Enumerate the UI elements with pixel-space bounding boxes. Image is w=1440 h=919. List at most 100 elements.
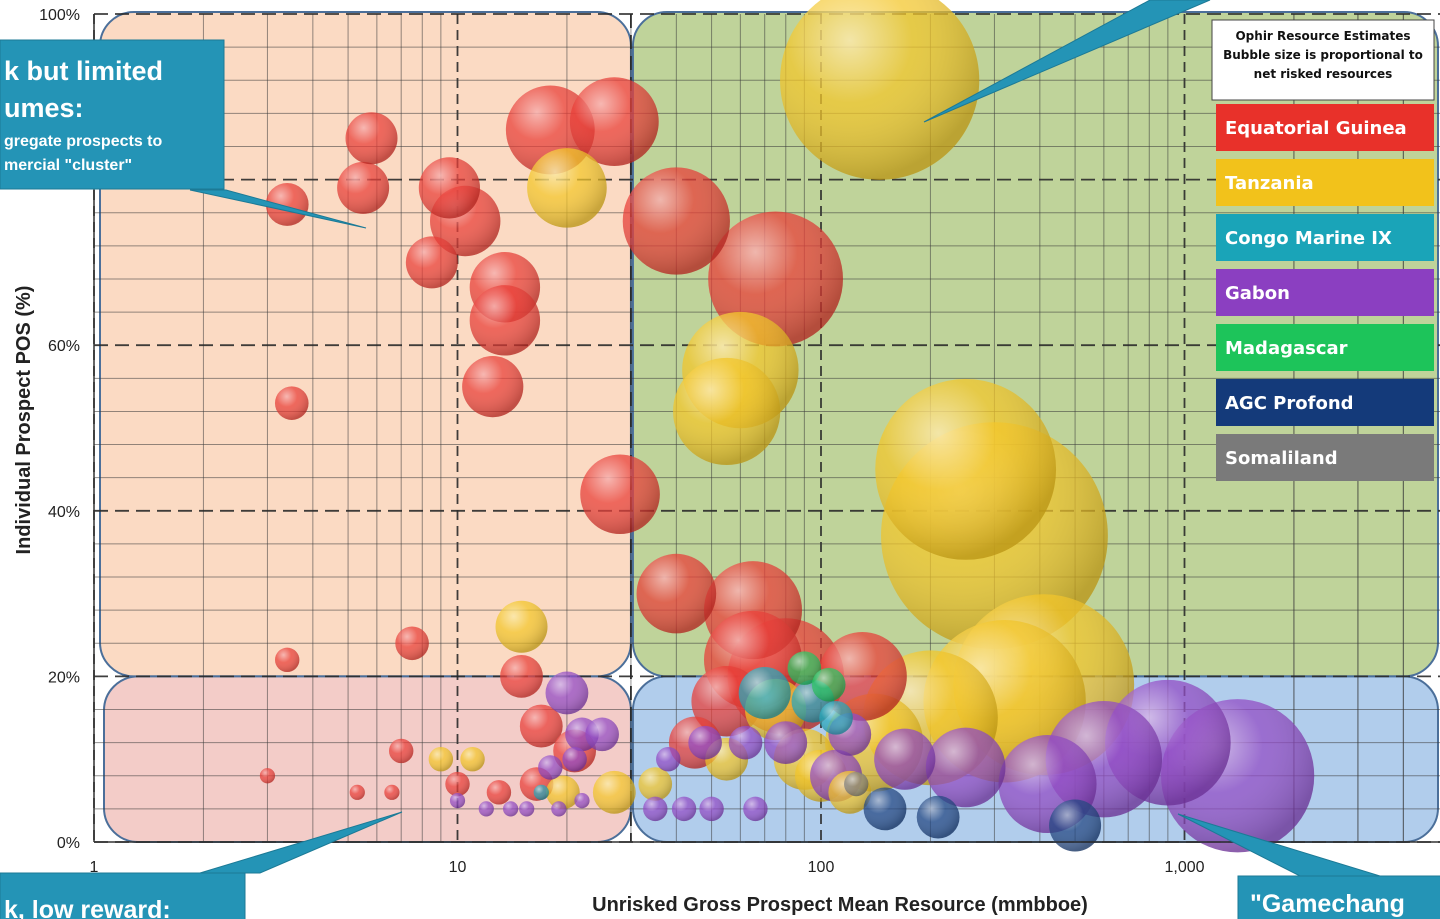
callout-pointer: [189, 189, 367, 229]
legend-entry: Congo Marine IX: [1225, 228, 1392, 249]
bubble-sheen: [818, 632, 907, 721]
bubble: [538, 755, 563, 780]
callout-box: [1237, 875, 1440, 919]
callout-box: [0, 872, 246, 919]
bubble: [545, 671, 589, 715]
bubble: [495, 600, 548, 653]
bubble: [428, 747, 454, 772]
legend: Ophir Resource Estimates Bubble size is p…: [1211, 19, 1435, 481]
bubble-sheen: [580, 454, 660, 535]
bubble: [699, 796, 724, 822]
x-tick-label: 10: [449, 859, 467, 876]
bubble-sheen: [519, 801, 535, 817]
bubble: [569, 77, 659, 167]
bubble-sheen: [1049, 799, 1102, 852]
callout-heading: k but limited: [4, 56, 163, 86]
bubble-sheen: [265, 183, 309, 226]
bubble-marks: [259, 0, 1315, 853]
bubble-sheen: [445, 771, 470, 797]
y-tick-label: 100%: [39, 7, 80, 24]
bubble-sheen: [622, 167, 730, 275]
bubble-sheen: [574, 793, 590, 809]
callout-pointer: [923, 0, 1211, 123]
bubble: [580, 454, 660, 535]
bubble: [643, 796, 668, 822]
legend-entry: Gabon: [1225, 283, 1290, 304]
x-axis-title: Unrisked Gross Prospect Mean Resource (m…: [592, 894, 1088, 916]
legend-swatch: [1216, 269, 1434, 316]
bubble: [405, 236, 458, 289]
bubble: [585, 717, 619, 752]
bubble: [533, 784, 549, 800]
bubble-sheen: [486, 780, 512, 805]
callout-heading: "Gamechang: [1250, 890, 1405, 918]
bubble-sheen: [874, 728, 936, 790]
bubble-sheen: [337, 161, 390, 214]
bubble-sheen: [562, 747, 587, 772]
bubble: [345, 112, 398, 165]
bubble-sheen: [500, 655, 543, 698]
bubble-sheen: [764, 721, 808, 765]
bubble-sheen: [428, 747, 454, 772]
bubble-sheen: [274, 386, 309, 420]
bubble: [592, 770, 636, 814]
legend-swatch: [1216, 434, 1434, 481]
bubble: [460, 747, 485, 772]
bubble: [519, 704, 563, 748]
bubble-sheen: [673, 357, 781, 466]
bubble: [349, 784, 365, 800]
bubble: [274, 386, 309, 420]
bubble: [500, 655, 543, 698]
bubble-sheen: [349, 784, 365, 800]
legend-title-line: Bubble size is proportional to: [1223, 48, 1423, 62]
bubble: [546, 775, 580, 810]
bubble: [688, 725, 722, 760]
bubble-sheen: [538, 755, 563, 780]
bubble-sheen: [545, 671, 589, 715]
bubble: [916, 795, 960, 839]
bubble: [671, 796, 697, 822]
bubble: [519, 801, 535, 817]
legend-entry: Madagascar: [1225, 338, 1348, 359]
callout-gamechanger: "Gamechang: [1177, 813, 1440, 919]
bubble: [743, 796, 768, 822]
bubble-sheen: [395, 626, 429, 661]
bubble-sheen: [787, 651, 822, 685]
bubble-sheen: [819, 701, 853, 735]
bubble: [656, 747, 681, 772]
callout-box: [0, 39, 225, 190]
bubble: [818, 632, 907, 721]
bubble: [925, 727, 1006, 808]
callout-subtext: mercial "cluster": [4, 157, 132, 174]
x-tick-label: 1,000: [1164, 859, 1204, 876]
legend-title-line: net risked resources: [1254, 67, 1393, 81]
bubble: [673, 357, 781, 466]
callout-heading: k, low reward:: [4, 896, 171, 919]
bubble-sheen: [551, 801, 567, 817]
bubble: [265, 183, 309, 226]
callout-heading: umes:: [4, 93, 84, 123]
bubble-sheen: [688, 725, 722, 760]
bubble: [787, 651, 822, 685]
y-tick-label: 60%: [48, 338, 80, 355]
bubble: [445, 771, 470, 797]
bubble: [469, 285, 541, 356]
callout-subtext: gregate prospects to: [4, 133, 162, 150]
legend-title-line: Ophir Resource Estimates: [1235, 29, 1410, 43]
legend-swatch: [1216, 214, 1434, 261]
bubble-sheen: [916, 795, 960, 839]
bubble: [337, 161, 390, 214]
bubble-sheen: [503, 801, 519, 817]
bubble-sheen: [449, 793, 466, 809]
bubble: [844, 771, 869, 797]
legend-entry: Somaliland: [1225, 448, 1338, 469]
bubble: [551, 801, 567, 817]
bubble-sheen: [469, 285, 541, 356]
bubble-sheen: [495, 600, 548, 653]
bubble: [638, 767, 673, 801]
legend-title-box: [1211, 19, 1435, 101]
legend-swatch: [1216, 159, 1434, 206]
bubble: [388, 738, 414, 764]
